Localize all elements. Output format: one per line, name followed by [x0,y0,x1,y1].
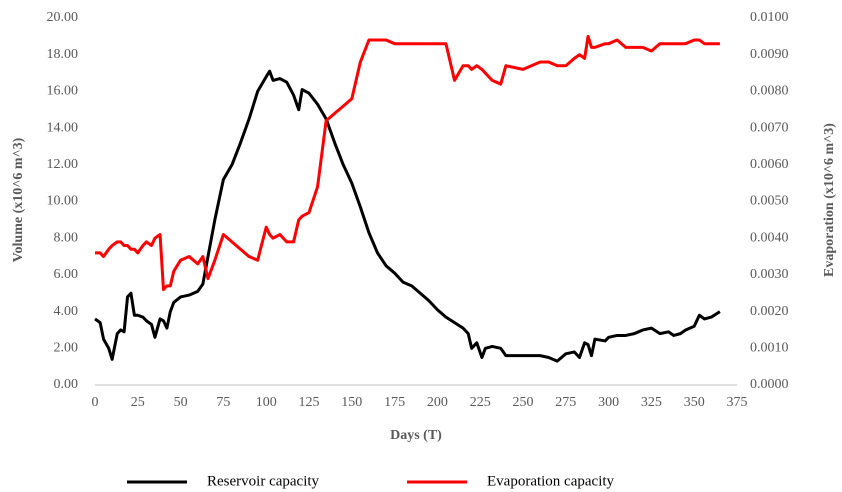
x-tick-label: 350 [684,395,705,410]
x-tick-label: 250 [513,395,534,410]
y2-axis-title: Evaporation (x10^6 m^3) [822,123,837,277]
x-tick-label: 150 [341,395,362,410]
x-tick-label: 100 [256,395,277,410]
y2-tick-label: 0.0090 [750,47,789,62]
x-tick-label: 125 [299,395,320,410]
y2-tick-label: 0.0030 [750,267,789,282]
series-line [94,69,721,363]
y-tick-label: 14.00 [47,120,79,135]
y-axis-title: Volume (x10^6 m^3) [11,137,26,262]
y-tick-label: 12.00 [47,157,79,172]
y-tick-label: 2.00 [54,341,79,356]
x-tick-label: 50 [174,395,188,410]
y2-tick-label: 0.0020 [750,304,789,319]
y2-tick-label: 0.0000 [750,377,789,392]
y-tick-label: 16.00 [47,84,79,99]
y2-tick-label: 0.0060 [750,157,789,172]
y2-tick-label: 0.0050 [750,194,789,209]
x-tick-label: 325 [641,395,662,410]
x-tick-label: 275 [555,395,576,410]
y-tick-label: 4.00 [54,304,79,319]
legend-label: Reservoir capacity [207,473,320,489]
x-tick-label: 0 [92,395,99,410]
series-line [95,34,720,292]
x-tick-label: 200 [427,395,448,410]
x-tick-label: 75 [216,395,230,410]
y-tick-label: 18.00 [47,47,79,62]
y2-tick-label: 0.0100 [750,10,789,25]
y-tick-label: 8.00 [54,230,79,245]
x-tick-label: 175 [384,395,405,410]
x-tick-label: 300 [598,395,619,410]
y2-tick-label: 0.0040 [750,230,789,245]
y-tick-label: 6.00 [54,267,79,282]
y2-tick-label: 0.0070 [750,120,789,135]
x-tick-label: 25 [131,395,145,410]
legend-label: Evaporation capacity [487,473,615,489]
x-axis-title: Days (T) [390,428,442,443]
y-tick-label: 0.00 [54,377,79,392]
y2-tick-label: 0.0080 [750,84,789,99]
x-tick-label: 375 [727,395,748,410]
y2-tick-label: 0.0010 [750,341,789,356]
y-tick-label: 20.00 [47,10,79,25]
x-tick-label: 225 [470,395,491,410]
y-tick-label: 10.00 [47,194,79,209]
